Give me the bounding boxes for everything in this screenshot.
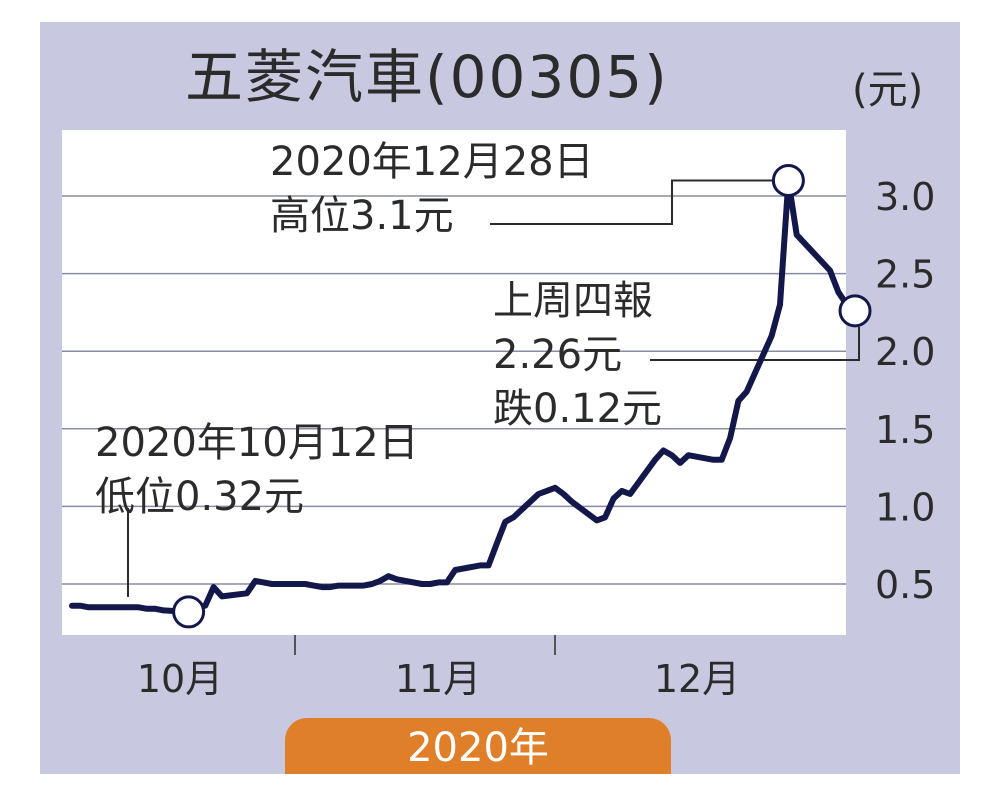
plot-area: [62, 130, 846, 635]
year-badge: 2020年: [285, 718, 671, 774]
chart-title: 五菱汽車(00305): [185, 43, 669, 111]
y-tick-label: 1.5: [875, 408, 935, 452]
annotation-leaders: [127, 179, 861, 597]
annotation-low: 2020年10月12日 低位0.32元: [95, 416, 419, 524]
y-axis-tick-labels: 0.5 1.0 1.5 2.0 2.5 3.0: [875, 175, 935, 607]
y-tick-label: 0.5: [875, 563, 935, 607]
x-tick-label: 11月: [395, 657, 481, 701]
annotation-high-value: 高位3.1元: [270, 193, 454, 239]
y-tick-label: 3.0: [875, 175, 935, 219]
annotation-low-value: 低位0.32元: [95, 474, 305, 520]
annotation-last-label: 上周四報: [493, 278, 653, 324]
annotation-last-change: 跌0.12元: [493, 386, 663, 432]
x-axis-ticks: [294, 635, 556, 655]
marker-high: [771, 163, 805, 197]
y-tick-label: 2.0: [875, 330, 935, 374]
leader-last: [650, 326, 861, 361]
marker-last: [838, 294, 872, 328]
annotation-low-date: 2020年10月12日: [95, 420, 419, 466]
x-axis-tick-labels: 10月 11月 12月: [137, 657, 740, 701]
markers: [172, 163, 872, 629]
annotation-high-date: 2020年12月28日: [270, 139, 594, 185]
price-line: [69, 177, 858, 615]
y-tick-label: 2.5: [875, 253, 935, 297]
y-tick-label: 1.0: [875, 485, 935, 529]
y-axis-unit: (元): [852, 67, 924, 113]
gridlines: [62, 195, 846, 585]
x-tick-label: 12月: [654, 657, 740, 701]
leader-high: [490, 179, 773, 225]
annotation-high: 2020年12月28日 高位3.1元: [270, 135, 594, 243]
annotation-last-price: 2.26元: [493, 332, 623, 378]
x-tick-label: 10月: [137, 657, 223, 701]
annotation-last: 上周四報 2.26元 跌0.12元: [493, 274, 662, 436]
marker-low: [172, 595, 206, 629]
